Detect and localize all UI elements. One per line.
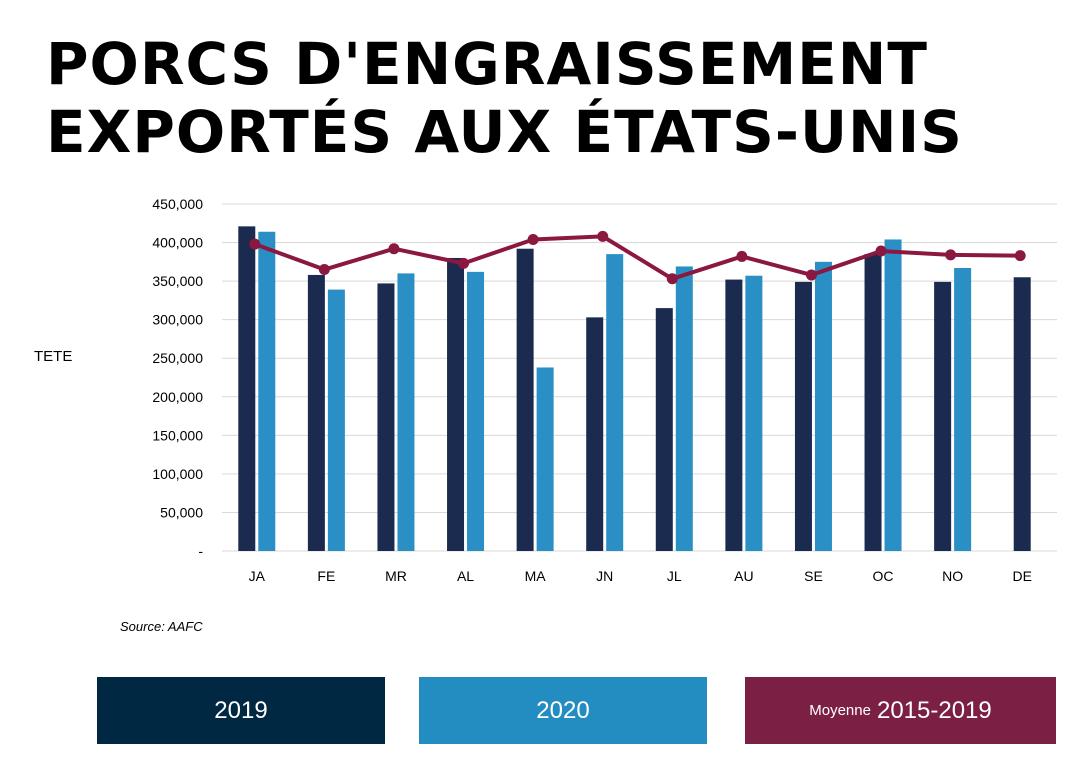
average-point-SE: [805, 269, 817, 281]
average-point-OC: [875, 245, 887, 257]
y-tick-label: 200,000: [152, 389, 203, 405]
title-line-2: EXPORTÉS AUX ÉTATS-UNIS: [46, 98, 963, 166]
average-point-NO: [945, 249, 957, 261]
bar-2020-AU: [745, 275, 763, 551]
y-tick-label: 100,000: [152, 466, 203, 482]
y-tick-label: 150,000: [152, 427, 203, 443]
bar-2019-OC: [864, 254, 882, 551]
average-point-MA: [527, 233, 539, 245]
bar-2019-SE: [794, 281, 812, 551]
y-tick-label: 50,000: [160, 504, 203, 520]
x-tick-label: OC: [873, 568, 894, 584]
x-tick-label: DE: [1012, 568, 1031, 584]
legend-average-prefix: Moyenne: [809, 702, 871, 719]
bar-2020-MR: [397, 273, 415, 551]
bar-2020-SE: [814, 261, 832, 551]
bars-layer: [238, 226, 1031, 552]
x-tick-label: SE: [804, 568, 823, 584]
bar-2019-AL: [447, 257, 465, 551]
average-point-FE: [318, 264, 330, 276]
legend-average-years: 2015-2019: [876, 696, 992, 724]
bar-2019-DE: [1013, 277, 1031, 551]
average-point-AU: [736, 250, 748, 262]
y-tick-label: 400,000: [152, 235, 203, 251]
bar-2019-JN: [586, 317, 604, 551]
bar-2020-MA: [536, 367, 554, 551]
y-axis-label: TETE: [34, 348, 73, 365]
bar-2019-JA: [238, 226, 256, 551]
bar-2020-JA: [258, 231, 276, 551]
bar-2020-NO: [954, 268, 972, 551]
x-tick-label: NO: [942, 568, 963, 584]
bar-2020-JN: [606, 254, 624, 551]
legend-average: Moyenne 2015-2019: [745, 677, 1056, 744]
x-tick-label: AL: [457, 568, 474, 584]
bar-2019-MA: [516, 248, 534, 552]
average-point-MR: [388, 243, 400, 255]
bar-2019-FE: [307, 274, 325, 551]
axis-layer: - 50,000 100,000 150,000 200,000 250,000 300,0…: [152, 196, 1032, 584]
x-tick-label: MA: [525, 568, 547, 584]
legend-2020-label: 2020: [536, 696, 590, 724]
y-tick-label: 450,000: [152, 196, 203, 212]
x-tick-label: JA: [249, 568, 266, 584]
average-point-JA: [249, 238, 261, 250]
bar-2019-AU: [725, 279, 743, 551]
x-tick-label: JN: [596, 568, 613, 584]
bar-2020-AL: [467, 271, 485, 551]
average-point-JL: [666, 273, 678, 285]
y-tick-label: 350,000: [152, 273, 203, 289]
bar-2020-OC: [884, 239, 902, 551]
line-layer: [249, 230, 1026, 285]
x-tick-label: FE: [317, 568, 335, 584]
bar-2019-NO: [934, 281, 952, 551]
legend-2019: 2019: [97, 677, 385, 744]
x-tick-label: MR: [385, 568, 407, 584]
average-line: [254, 234, 1021, 281]
y-tick-label: 250,000: [152, 350, 203, 366]
x-tick-label: AU: [734, 568, 753, 584]
chart-title: PORCS D'ENGRAISSEMENT EXPORTÉS AUX ÉTATS…: [46, 30, 1066, 166]
bar-line-chart: - 50,000 100,000 150,000 200,000 250,000 300,0…: [152, 196, 1057, 584]
average-point-JN: [597, 230, 609, 242]
y-tick-label: -: [198, 543, 203, 559]
x-tick-label: JL: [667, 568, 682, 584]
bar-2020-FE: [327, 289, 345, 551]
title-line-1: PORCS D'ENGRAISSEMENT: [46, 30, 928, 98]
bar-2019-MR: [377, 283, 395, 551]
bar-2020-JL: [675, 266, 693, 551]
average-point-DE: [1014, 250, 1026, 262]
source-note: Source: AAFC: [120, 619, 203, 634]
average-point-AL: [458, 257, 470, 269]
legend-2019-label: 2019: [214, 696, 268, 724]
grid-layer: [222, 203, 1057, 552]
legend-2020: 2020: [419, 677, 707, 744]
y-tick-label: 300,000: [152, 312, 203, 328]
bar-2019-JL: [655, 308, 673, 551]
